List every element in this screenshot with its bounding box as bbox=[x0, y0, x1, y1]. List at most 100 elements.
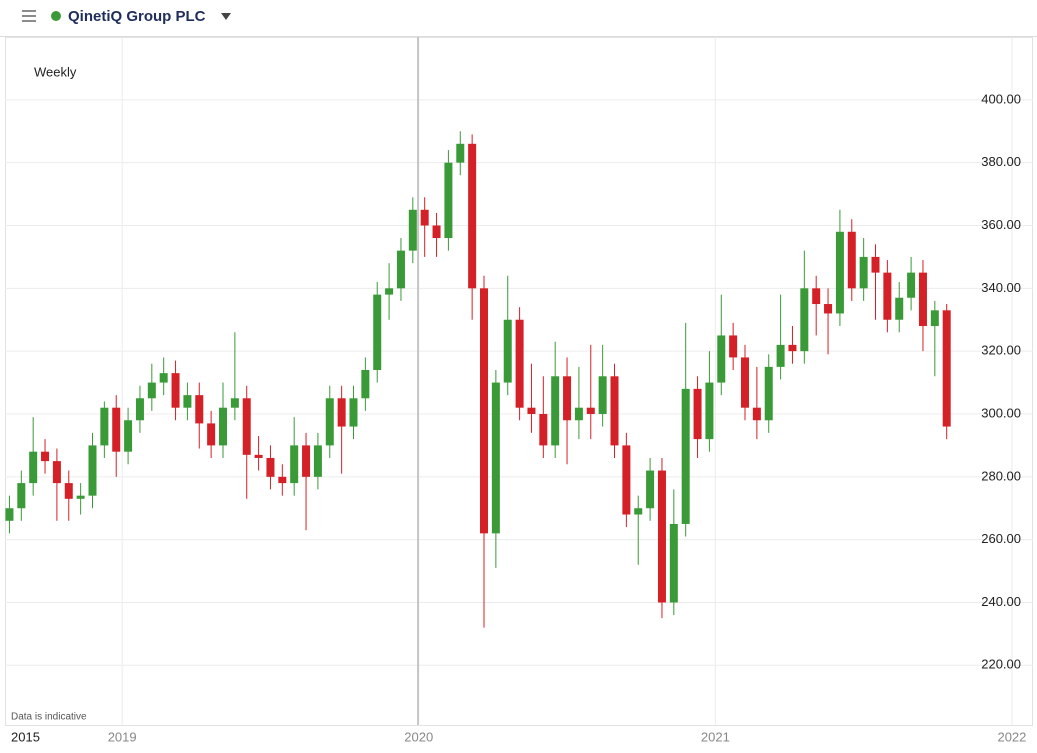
interval-label: Weekly bbox=[34, 64, 77, 79]
y-tick-label: 220.00 bbox=[981, 657, 1021, 672]
candle-body bbox=[752, 407, 761, 421]
candle-body bbox=[681, 388, 690, 524]
candle-body bbox=[325, 398, 334, 446]
candle-body bbox=[100, 407, 109, 446]
candle-body bbox=[586, 407, 595, 414]
dropdown-arrow[interactable] bbox=[221, 13, 231, 20]
candle-body bbox=[349, 398, 358, 427]
y-tick-label: 340.00 bbox=[981, 280, 1021, 295]
candle-body bbox=[112, 407, 121, 452]
candle-body bbox=[693, 388, 702, 440]
candle-body bbox=[278, 476, 287, 484]
candle-body bbox=[195, 395, 204, 424]
candle-body bbox=[337, 398, 346, 427]
candle-body bbox=[907, 272, 916, 298]
candle-body bbox=[361, 370, 370, 399]
candle-body bbox=[313, 445, 322, 477]
candle-body bbox=[432, 225, 441, 239]
candle-body bbox=[883, 272, 892, 320]
candle-body bbox=[788, 344, 797, 352]
candle-body bbox=[52, 461, 61, 484]
y-tick-label: 240.00 bbox=[981, 594, 1021, 609]
candle-body bbox=[895, 297, 904, 320]
candle-body bbox=[408, 209, 417, 251]
candle-body bbox=[147, 382, 156, 399]
candle-body bbox=[812, 288, 821, 305]
candle-body bbox=[29, 451, 38, 484]
header-bar bbox=[0, 0, 1037, 36]
candle-body bbox=[290, 445, 299, 484]
x-tick-label: 2022 bbox=[997, 729, 1026, 744]
candle-body bbox=[5, 508, 14, 521]
grid bbox=[5, 37, 1033, 725]
candle-body bbox=[942, 310, 951, 427]
corner-label: 2015 bbox=[11, 729, 40, 744]
candle-body bbox=[207, 423, 216, 446]
candle-body bbox=[859, 256, 868, 289]
candle-body bbox=[527, 407, 536, 414]
candle-body bbox=[918, 272, 927, 327]
x-tick-label: 2021 bbox=[701, 729, 730, 744]
candle-body bbox=[634, 508, 643, 515]
labels: Weekly Data is indicative 2015 220.00 240… bbox=[11, 64, 1026, 744]
candle-body bbox=[468, 143, 477, 289]
candle-body bbox=[242, 398, 251, 455]
candle-body bbox=[515, 319, 524, 408]
candle-body bbox=[491, 382, 500, 534]
candle-body bbox=[622, 445, 631, 515]
candle-body bbox=[124, 420, 133, 452]
candle-body bbox=[646, 470, 655, 509]
candle-body bbox=[480, 288, 489, 534]
candle-body bbox=[88, 445, 97, 496]
candle-body bbox=[302, 445, 311, 477]
candle-body bbox=[171, 373, 180, 408]
candle-body bbox=[847, 231, 856, 289]
candle-body bbox=[610, 376, 619, 446]
y-tick-label: 260.00 bbox=[981, 531, 1021, 546]
x-tick-label: 2019 bbox=[108, 729, 137, 744]
candle-body bbox=[64, 483, 73, 499]
candle-body bbox=[669, 523, 678, 603]
candle-body bbox=[373, 294, 382, 371]
candles bbox=[5, 131, 951, 628]
candle-body bbox=[41, 451, 50, 462]
candle-body bbox=[266, 457, 275, 477]
header: QinetiQ Group PLC bbox=[0, 0, 1037, 37]
candle-body bbox=[741, 357, 750, 408]
note: Data is indicative bbox=[11, 712, 87, 723]
plot-frame bbox=[5, 37, 1033, 726]
instrument-title[interactable]: QinetiQ Group PLC bbox=[68, 8, 206, 25]
y-tick-label: 360.00 bbox=[981, 217, 1021, 232]
candle-body bbox=[574, 407, 583, 421]
candle-body bbox=[717, 335, 726, 383]
candle-body bbox=[420, 209, 429, 226]
candle-body bbox=[871, 256, 880, 273]
candle-body bbox=[17, 483, 26, 509]
candle-body bbox=[183, 395, 192, 408]
y-tick-label: 400.00 bbox=[981, 91, 1021, 106]
candle-body bbox=[396, 250, 405, 289]
y-tick-label: 300.00 bbox=[981, 405, 1021, 420]
candle-body bbox=[705, 382, 714, 440]
menu-icon[interactable] bbox=[22, 10, 36, 22]
candle-body bbox=[776, 344, 785, 367]
candle-body bbox=[539, 413, 548, 446]
candle-body bbox=[824, 304, 833, 314]
y-tick-label: 320.00 bbox=[981, 343, 1021, 358]
candle-body bbox=[503, 319, 512, 383]
candle-body bbox=[563, 376, 572, 421]
y-tick-label: 280.00 bbox=[981, 468, 1021, 483]
candle-body bbox=[729, 335, 738, 358]
candle-body bbox=[657, 470, 666, 603]
status-dot bbox=[51, 11, 61, 21]
candle-body bbox=[930, 310, 939, 327]
candle-body bbox=[230, 398, 239, 408]
candle-body bbox=[835, 231, 844, 314]
candle-body bbox=[444, 162, 453, 239]
x-tick-label: 2020 bbox=[404, 729, 433, 744]
candle-body bbox=[159, 373, 168, 383]
candle-body bbox=[598, 376, 607, 414]
candle-body bbox=[551, 376, 560, 446]
candle-body bbox=[76, 495, 85, 499]
